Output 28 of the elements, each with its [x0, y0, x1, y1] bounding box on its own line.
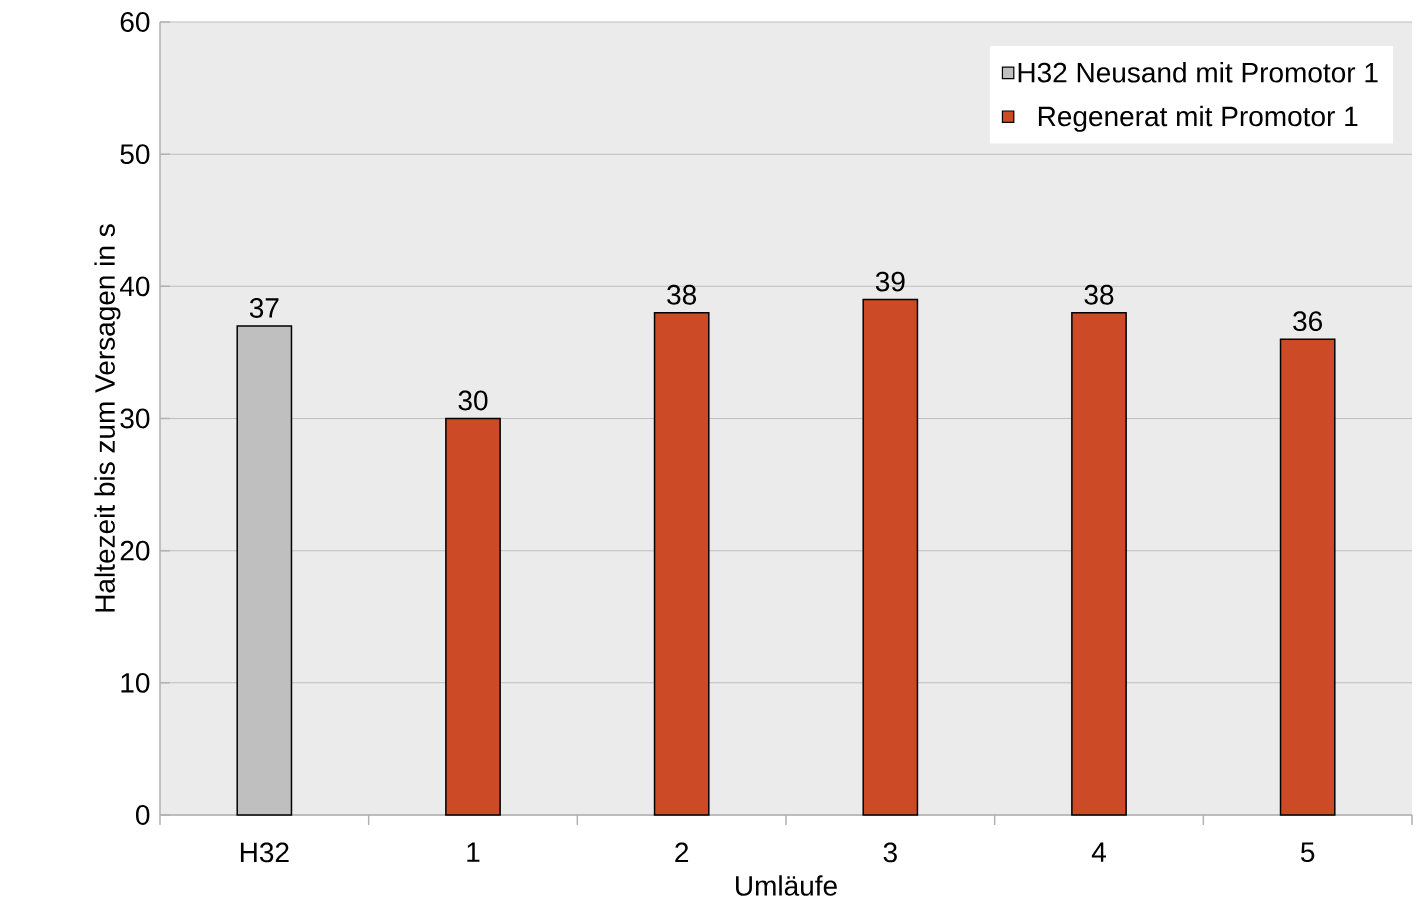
y-tick-label: 40: [119, 276, 150, 297]
data-label: 39: [875, 271, 905, 292]
y-tick-label: 20: [120, 540, 150, 561]
bar: [445, 417, 501, 816]
legend-label: Regenerat mit Promotor 1: [1038, 105, 1358, 132]
y-tick-label: 0: [136, 805, 150, 825]
bar: [1071, 312, 1127, 816]
x-tick-label: 3: [883, 842, 897, 863]
x-tick-label: 1: [467, 842, 480, 862]
data-label: 30: [458, 390, 488, 411]
y-tick-label: 50: [120, 144, 150, 165]
x-tick-label: 2: [675, 842, 689, 863]
data-label: 37: [249, 298, 279, 318]
bar: [862, 298, 919, 816]
data-label: 38: [1084, 284, 1114, 305]
bar: [1279, 338, 1336, 816]
x-tick-label: 5: [1300, 842, 1315, 863]
legend-label: H32 Neusand mit Promotor 1: [1018, 61, 1378, 83]
x-tick-label: H32: [240, 842, 289, 863]
data-label: 38: [667, 284, 697, 305]
data-label: 36: [1293, 311, 1322, 332]
y-tick-label: 10: [121, 672, 150, 693]
y-axis-title: Haltezeit bis zum Versagen in s: [94, 224, 121, 612]
x-tick-label: 4: [1091, 842, 1106, 862]
x-axis-title: Umläufe: [736, 875, 837, 896]
bar: [653, 312, 710, 816]
y-tick-label: 60: [120, 12, 150, 32]
y-tick-label: 30: [120, 408, 150, 429]
